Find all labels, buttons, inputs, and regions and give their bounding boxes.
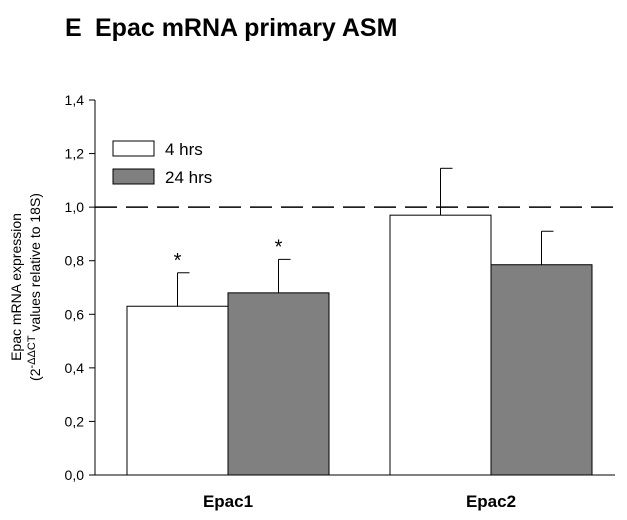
panel-label: E bbox=[65, 14, 82, 42]
bar bbox=[490, 264, 593, 476]
legend-label-24hrs: 24 hrs bbox=[165, 168, 212, 187]
y-tick-label: 0,8 bbox=[65, 253, 85, 269]
legend-swatch-24hrs bbox=[112, 168, 155, 185]
y-ticks: 0,0 0,2 0,4 0,6 0,8 1,0 1,2 1,4 bbox=[65, 92, 95, 483]
ylabel-line1: Epac mRNA expression bbox=[8, 213, 24, 361]
y-tick-label: 1,2 bbox=[65, 146, 85, 162]
legend-label-4hrs: 4 hrs bbox=[165, 140, 203, 159]
bar bbox=[227, 292, 330, 476]
bars bbox=[126, 214, 593, 476]
y-tick-label: 0,2 bbox=[65, 413, 85, 429]
ylabel-suffix: values relative to 18S) bbox=[27, 193, 43, 335]
category-labels: Epac1 Epac2 bbox=[203, 492, 516, 511]
y-axis-label: Epac mRNA expression (2-ΔΔCT values rela… bbox=[8, 193, 43, 381]
category-label: Epac2 bbox=[466, 492, 516, 511]
category-label: Epac1 bbox=[203, 492, 253, 511]
legend-swatch-4hrs bbox=[112, 140, 155, 157]
ylabel-line2: (2-ΔΔCT values relative to 18S) bbox=[26, 193, 43, 381]
y-tick-label: 0,6 bbox=[65, 306, 85, 322]
bar bbox=[126, 305, 229, 476]
y-tick-label: 1,0 bbox=[65, 199, 85, 215]
ylabel-superscript: -ΔΔCT bbox=[26, 335, 38, 368]
bar bbox=[389, 214, 492, 476]
y-tick-label: 0,4 bbox=[65, 360, 85, 376]
y-tick-label: 1,4 bbox=[65, 92, 85, 108]
significance-star: * bbox=[275, 236, 283, 258]
ylabel-prefix: (2 bbox=[27, 368, 43, 381]
significance-marks: ** bbox=[174, 236, 283, 271]
chart-title: E Epac mRNA primary ASM bbox=[65, 14, 397, 42]
significance-star: * bbox=[174, 250, 182, 272]
y-tick-label: 0,0 bbox=[65, 467, 85, 483]
legend: 4 hrs 24 hrs bbox=[112, 140, 212, 187]
error-bars bbox=[177, 167, 554, 307]
title: Epac mRNA primary ASM bbox=[95, 14, 397, 42]
